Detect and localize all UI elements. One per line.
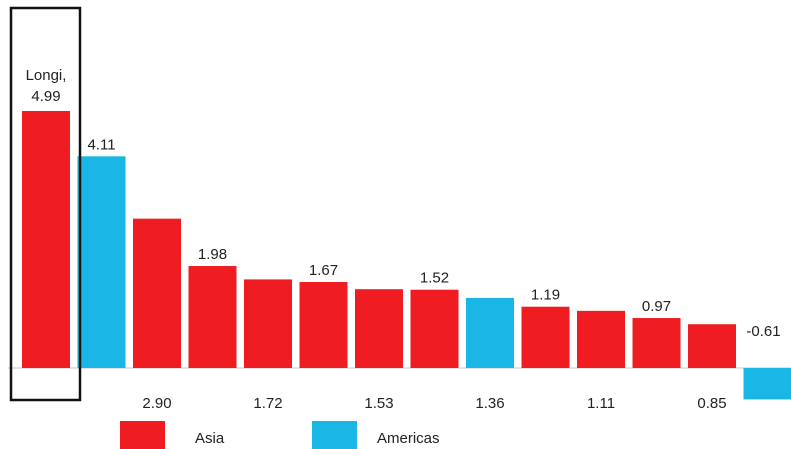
- value-label-4: 1.72: [253, 395, 282, 412]
- bar-0: [22, 111, 70, 368]
- bar-13: [743, 368, 791, 400]
- highlight-label-value: 4.99: [31, 88, 60, 105]
- bar-7: [410, 289, 459, 368]
- bar-6: [355, 289, 403, 368]
- value-label-2: 2.90: [142, 395, 171, 412]
- highlight-label-name: Longi,: [26, 67, 67, 84]
- value-label-6: 1.53: [364, 395, 393, 412]
- value-label-11: 0.97: [642, 298, 671, 315]
- value-label-1: 4.11: [87, 136, 115, 153]
- bar-9: [521, 306, 570, 368]
- value-label-13: -0.61: [746, 323, 780, 340]
- legend: Asia Americas: [120, 421, 440, 449]
- value-label-9: 1.19: [531, 287, 560, 304]
- legend-label-asia: Asia: [195, 430, 225, 447]
- value-label-5: 1.67: [309, 262, 338, 279]
- value-label-3: 1.98: [198, 246, 227, 263]
- bar-4: [244, 279, 292, 368]
- bar-3: [188, 266, 237, 368]
- value-label-10: 1.11: [587, 395, 615, 412]
- value-label-8: 1.36: [475, 395, 504, 412]
- value-label-7: 1.52: [420, 270, 449, 287]
- legend-label-americas: Americas: [377, 430, 440, 447]
- bar-10: [577, 310, 625, 368]
- bar-2: [133, 218, 181, 368]
- legend-swatch-asia: [120, 421, 165, 449]
- highlight-box: [9, 6, 82, 402]
- value-labels-group: 4.11 2.90 1.98 1.72 1.67 1.53 1.52 1.36 1.19 1.11…: [87, 136, 780, 412]
- bar-8: [466, 297, 514, 368]
- bar-5: [299, 281, 348, 368]
- bars-group: [22, 111, 791, 400]
- bar-11: [632, 318, 681, 368]
- bar-12: [688, 324, 736, 368]
- value-label-12: 0.85: [697, 395, 726, 412]
- legend-swatch-americas: [312, 421, 357, 449]
- bar-1: [77, 156, 126, 368]
